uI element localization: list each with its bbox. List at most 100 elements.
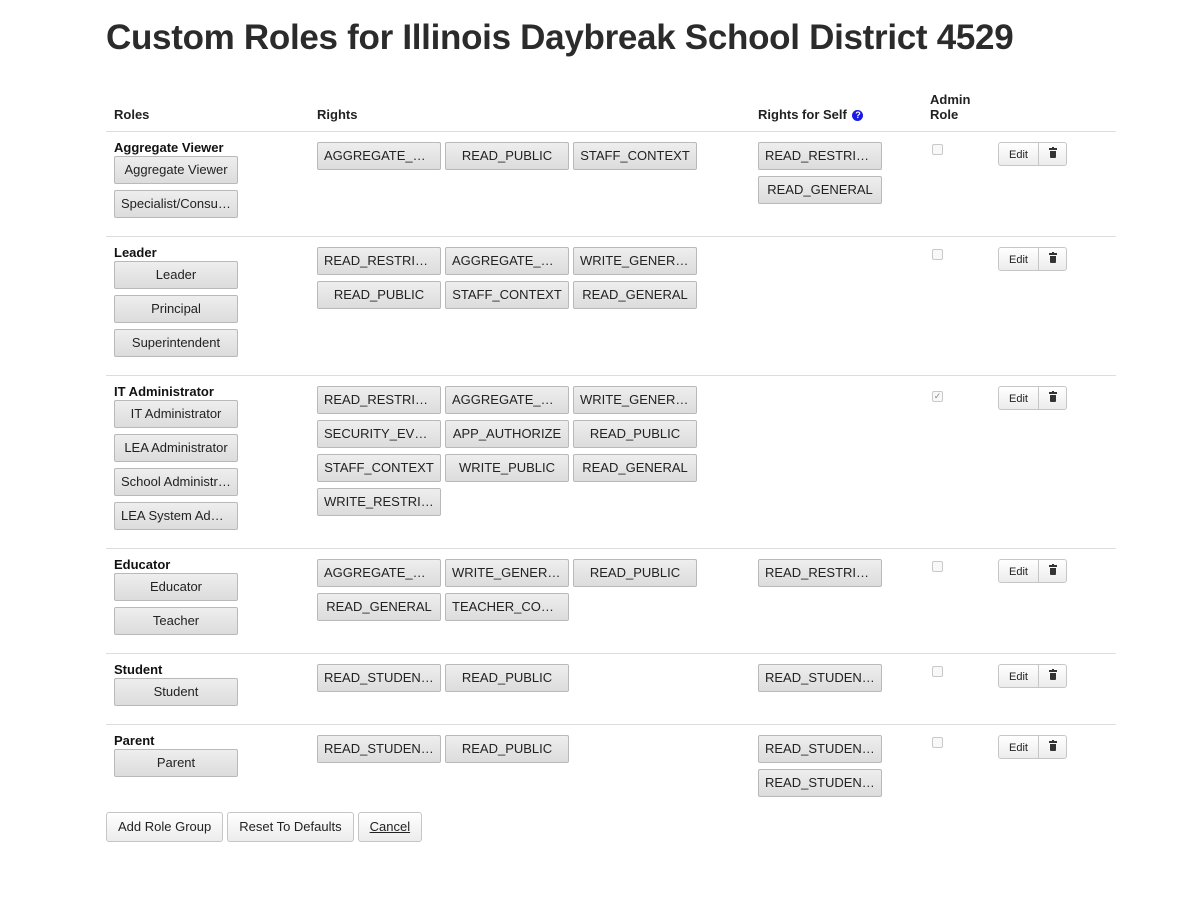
right-chip[interactable]: READ_PUBLIC — [573, 420, 697, 448]
edit-button[interactable]: Edit — [998, 559, 1039, 583]
help-icon[interactable]: ? — [852, 110, 864, 121]
edit-button[interactable]: Edit — [998, 247, 1039, 271]
right-chip[interactable]: WRITE_GENERAL — [573, 247, 697, 275]
admin-role-checkbox[interactable] — [932, 144, 943, 155]
rights-column-header: Rights — [309, 92, 750, 132]
rights-self-cell — [750, 236, 922, 376]
delete-button[interactable] — [1039, 247, 1067, 271]
role-group-name: IT Administrator — [114, 384, 214, 399]
delete-button[interactable] — [1039, 735, 1067, 759]
right-chip[interactable]: STAFF_CONTEXT — [445, 281, 569, 309]
rights-cell: READ_RESTRICTED AGGREGATE_READ WRITE_GENER… — [309, 375, 750, 549]
right-chip[interactable]: READ_RESTRICTED — [317, 247, 441, 275]
edit-button[interactable]: Edit — [998, 142, 1039, 166]
self-right-chip[interactable]: READ_STUDENT_PRIVATE — [758, 735, 882, 763]
right-chip[interactable]: SECURITY_EVENT — [317, 420, 441, 448]
role-chip[interactable]: IT Administrator — [114, 400, 238, 428]
self-right-chip[interactable]: READ_STUDENT_RESTRICTED — [758, 769, 882, 797]
right-chip[interactable]: READ_PUBLIC — [445, 142, 569, 170]
right-chip[interactable]: AGGREGATE_READ — [317, 559, 441, 587]
right-chip[interactable]: STAFF_CONTEXT — [573, 142, 697, 170]
right-chip[interactable]: READ_STUDENT_GENERAL — [317, 664, 441, 692]
delete-button[interactable] — [1039, 664, 1067, 688]
right-chip[interactable]: READ_GENERAL — [317, 593, 441, 621]
admin-role-checkbox[interactable] — [932, 737, 943, 748]
right-chip[interactable]: WRITE_PUBLIC — [445, 454, 569, 482]
role-group-row: StudentStudentREAD_STUDENT_GENERALREAD_P… — [106, 653, 1116, 725]
admin-role-checkbox[interactable]: ✓ — [932, 391, 943, 402]
trash-icon — [1048, 564, 1057, 575]
admin-header-line1: Admin — [930, 92, 971, 107]
right-chip[interactable]: READ_GENERAL — [573, 454, 697, 482]
admin-role-cell — [922, 236, 986, 376]
right-chip[interactable]: READ_PUBLIC — [445, 735, 569, 763]
role-chip[interactable]: Parent — [114, 749, 238, 777]
trash-icon — [1048, 740, 1057, 751]
roles-column-header: Roles — [106, 92, 309, 132]
role-chip[interactable]: School Administrator — [114, 468, 238, 496]
role-groups-body: Aggregate Viewer Aggregate Viewer Speciali… — [106, 131, 1116, 816]
right-chip[interactable]: WRITE_GENERAL — [573, 386, 697, 414]
right-chip[interactable]: WRITE_RESTRICTED — [317, 488, 441, 516]
right-chip[interactable]: READ_PUBLIC — [445, 664, 569, 692]
roles-cell: Student Student — [106, 653, 309, 725]
right-chip[interactable]: AGGREGATE_READ — [317, 142, 441, 170]
roles-cell: Educator Educator Teacher — [106, 548, 309, 654]
role-group-row: IT Administrator IT Administrator LEA Admi… — [106, 375, 1116, 549]
role-chip[interactable]: LEA System Administrator — [114, 502, 238, 530]
right-chip[interactable]: AGGREGATE_READ — [445, 247, 569, 275]
edit-button[interactable]: Edit — [998, 386, 1039, 410]
rights-chip-list: AGGREGATE_READ READ_PUBLIC STAFF_CONTEXT — [317, 142, 707, 176]
role-group-row: Educator Educator Teacher AGGREGATE_READ WRI… — [106, 548, 1116, 654]
self-right-chip[interactable]: READ_STUDENT_PRIVATE — [758, 664, 882, 692]
rights-header-label: Rights — [317, 107, 358, 122]
row-actions: Edit — [998, 386, 1067, 410]
roles-cell: Parent Parent — [106, 725, 309, 816]
delete-button[interactable] — [1039, 386, 1067, 410]
rights-chip-list: READ_RESTRICTED AGGREGATE_READ WRITE_GENER… — [317, 386, 707, 522]
self-right-chip[interactable]: READ_RESTRICTED — [758, 142, 882, 170]
admin-role-checkbox[interactable] — [932, 666, 943, 677]
roles-cell: Leader Leader Principal Superintendent — [106, 236, 309, 376]
right-chip[interactable]: READ_RESTRICTED — [317, 386, 441, 414]
role-chip[interactable]: Teacher — [114, 607, 238, 635]
self-right-chip[interactable]: READ_RESTRICTED — [758, 559, 882, 587]
delete-button[interactable] — [1039, 559, 1067, 583]
reset-to-defaults-button[interactable]: Reset To Defaults — [227, 812, 354, 842]
right-chip[interactable]: AGGREGATE_READ — [445, 386, 569, 414]
role-chip[interactable]: Educator — [114, 573, 238, 601]
add-role-group-button[interactable]: Add Role Group — [106, 812, 224, 842]
right-chip[interactable]: WRITE_GENERAL — [445, 559, 569, 587]
cancel-button[interactable]: Cancel — [357, 812, 423, 842]
right-chip[interactable]: READ_STUDENT_GENERAL — [317, 735, 441, 763]
admin-role-checkbox[interactable] — [932, 249, 943, 260]
role-chip[interactable]: Principal — [114, 295, 238, 323]
rights-cell: READ_STUDENT_GENERALREAD_PUBLIC — [309, 653, 750, 725]
delete-button[interactable] — [1039, 142, 1067, 166]
actions-column-header — [986, 92, 1116, 132]
role-chip[interactable]: LEA Administrator — [114, 434, 238, 462]
right-chip[interactable]: APP_AUTHORIZE — [445, 420, 569, 448]
admin-role-checkbox[interactable] — [932, 561, 943, 572]
trash-icon — [1048, 391, 1057, 402]
admin-role-cell: ✓ — [922, 375, 986, 549]
row-actions: Edit — [998, 735, 1067, 759]
role-chip[interactable]: Superintendent — [114, 329, 238, 357]
edit-button[interactable]: Edit — [998, 735, 1039, 759]
right-chip[interactable]: STAFF_CONTEXT — [317, 454, 441, 482]
self-right-chip[interactable]: READ_GENERAL — [758, 176, 882, 204]
admin-role-cell — [922, 548, 986, 654]
role-chip[interactable]: Leader — [114, 261, 238, 289]
footer-actions: Add Role Group Reset To Defaults Cancel — [106, 812, 423, 842]
role-chip[interactable]: Specialist/Consultant — [114, 190, 238, 218]
role-chip[interactable]: Student — [114, 678, 238, 706]
right-chip[interactable]: TEACHER_CONTEXT — [445, 593, 569, 621]
right-chip[interactable]: READ_PUBLIC — [317, 281, 441, 309]
right-chip[interactable]: READ_PUBLIC — [573, 559, 697, 587]
role-chip[interactable]: Aggregate Viewer — [114, 156, 238, 184]
rights-chip-list: READ_STUDENT_GENERALREAD_PUBLIC — [317, 664, 707, 698]
right-chip[interactable]: READ_GENERAL — [573, 281, 697, 309]
actions-cell: Edit — [986, 375, 1116, 549]
edit-button[interactable]: Edit — [998, 664, 1039, 688]
